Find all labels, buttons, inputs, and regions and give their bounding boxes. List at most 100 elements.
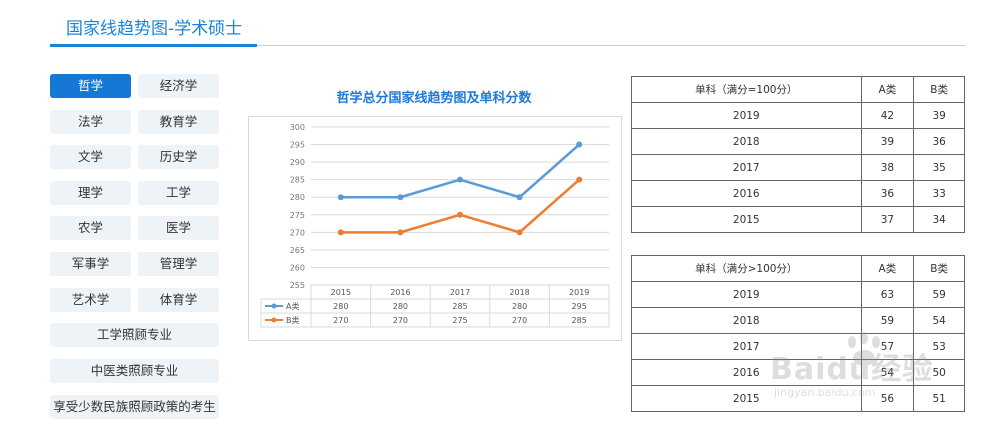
- subject-button-minority-policy[interactable]: 享受少数民族照顾政策的考生: [50, 395, 219, 419]
- table-row: 2019 63 59: [631, 281, 965, 308]
- table-cell-b: 33: [913, 180, 965, 207]
- y-tick-label: 255: [290, 281, 305, 290]
- subject-button-zhexue[interactable]: 哲学: [50, 74, 131, 98]
- table-header-cell: 单科（满分>100分）: [631, 255, 862, 282]
- data-table-value: 275: [452, 316, 467, 325]
- data-table-value: 280: [333, 302, 348, 311]
- watermark-url: jingyan.baidu.com: [774, 386, 876, 399]
- subject-button-jingjixue[interactable]: 经济学: [138, 74, 219, 98]
- data-point: [337, 194, 344, 201]
- subject-button-lishixue[interactable]: 历史学: [138, 145, 219, 169]
- table-cell-b: 35: [913, 154, 965, 181]
- score-table-over100: 单科（满分>100分） A类 B类 2019 63 59 2018 59 54 …: [631, 255, 965, 412]
- y-tick-label: 270: [290, 228, 305, 237]
- subject-button-faxue[interactable]: 法学: [50, 110, 131, 134]
- legend-key-marker: [271, 303, 277, 309]
- subject-button-gongxue[interactable]: 工学: [138, 181, 219, 205]
- table-row: 2016 36 33: [631, 180, 965, 207]
- table-cell-year: 2015: [631, 206, 862, 233]
- table-header-cell: 单科（满分=100分）: [631, 76, 862, 103]
- x-tick-label: 2017: [450, 288, 470, 297]
- x-tick-label: 2016: [390, 288, 410, 297]
- data-point: [516, 229, 523, 236]
- data-point: [576, 141, 583, 148]
- title-divider: [50, 45, 965, 46]
- subject-button-junshixue[interactable]: 军事学: [50, 252, 131, 276]
- data-point: [516, 194, 523, 201]
- title-accent-bar: [50, 44, 257, 47]
- subject-button-zhongyi-zhaogu[interactable]: 中医类照顾专业: [50, 359, 219, 383]
- table-cell-year: 2015: [631, 385, 862, 412]
- subject-button-lixue[interactable]: 理学: [50, 181, 131, 205]
- table-cell-year: 2017: [631, 154, 862, 181]
- subject-button-jiaoyuxue[interactable]: 教育学: [138, 110, 219, 134]
- chart-title: 哲学总分国家线趋势图及单科分数: [336, 91, 532, 106]
- subject-button-wenxue[interactable]: 文学: [50, 145, 131, 169]
- table-cell-year: 2016: [631, 180, 862, 207]
- subject-button-nongxue[interactable]: 农学: [50, 216, 131, 240]
- table-cell-a: 39: [860, 128, 915, 155]
- table-header-row: 单科（满分=100分） A类 B类: [631, 76, 965, 103]
- table-cell-b: 39: [913, 102, 965, 129]
- table-header-row: 单科（满分>100分） A类 B类: [631, 255, 965, 282]
- page-title: 国家线趋势图-学术硕士: [66, 19, 243, 39]
- table-cell-year: 2019: [631, 281, 862, 308]
- baidu-jingyan-watermark: Baidu经验 jingyan.baidu.com: [764, 330, 974, 410]
- table-cell-year: 2019: [631, 102, 862, 129]
- y-tick-label: 275: [290, 211, 305, 220]
- table-cell-a: 36: [860, 180, 915, 207]
- legend-label: A类: [286, 301, 299, 311]
- subject-button-tiyuxue[interactable]: 体育学: [138, 288, 219, 312]
- data-point: [397, 194, 404, 201]
- subject-button-gongxue-zhaogu[interactable]: 工学照顾专业: [50, 323, 219, 347]
- watermark-brand: Baidu经验: [770, 352, 934, 387]
- table-header-cell: A类: [860, 255, 915, 282]
- line-chart: 255 260 265 270 275 280 285 290 295 300 2015 2016 20…: [248, 116, 622, 341]
- series-line-0: [340, 143, 581, 199]
- table-row: 2017 38 35: [631, 154, 965, 181]
- y-tick-label: 300: [290, 123, 305, 132]
- table-row: 2016 54 50: [631, 359, 965, 386]
- y-tick-label: 295: [290, 141, 305, 150]
- table-cell-b: 59: [913, 281, 965, 308]
- table-row: 2015 56 51: [631, 385, 965, 412]
- data-point: [337, 229, 344, 236]
- table-header-cell: B类: [913, 255, 965, 282]
- y-tick-label: 285: [290, 176, 305, 185]
- table-cell-a: 37: [860, 206, 915, 233]
- data-point: [457, 211, 463, 218]
- data-table-value: 270: [333, 316, 348, 325]
- table-row: 2017 57 53: [631, 333, 965, 360]
- y-tick-label: 280: [290, 193, 305, 202]
- data-table-value: 270: [393, 316, 408, 325]
- table-cell-b: 51: [913, 385, 965, 412]
- table-cell-b: 36: [913, 128, 965, 155]
- table-cell-a: 56: [860, 385, 915, 412]
- table-cell-b: 34: [913, 206, 965, 233]
- table-header-cell: B类: [913, 76, 965, 103]
- data-point: [397, 229, 404, 236]
- subject-button-guanlixue[interactable]: 管理学: [138, 252, 219, 276]
- subject-button-yixue[interactable]: 医学: [138, 216, 219, 240]
- data-point: [457, 176, 463, 183]
- paw-icon: [848, 332, 880, 366]
- subject-button-yishuxue[interactable]: 艺术学: [50, 288, 131, 312]
- legend-key-marker: [271, 317, 277, 323]
- data-table-value: 280: [393, 302, 408, 311]
- table-cell-b: 53: [913, 333, 965, 360]
- table-row: 2018 39 36: [631, 128, 965, 155]
- series-line-1: [340, 178, 581, 234]
- table-cell-a: 59: [860, 307, 915, 334]
- x-tick-label: 2018: [509, 288, 529, 297]
- legend-label: B类: [286, 315, 300, 325]
- table-header-cell: A类: [860, 76, 915, 103]
- x-tick-label: 2019: [569, 288, 589, 297]
- score-table-full100: 单科（满分=100分） A类 B类 2019 42 39 2018 39 36 …: [631, 76, 965, 233]
- y-tick-label: 260: [290, 263, 305, 272]
- y-tick-label: 290: [290, 158, 305, 167]
- data-point: [576, 176, 583, 183]
- table-cell-a: 38: [860, 154, 915, 181]
- table-row: 2015 37 34: [631, 206, 965, 233]
- y-tick-label: 265: [290, 246, 305, 255]
- data-table-value: 285: [452, 302, 467, 311]
